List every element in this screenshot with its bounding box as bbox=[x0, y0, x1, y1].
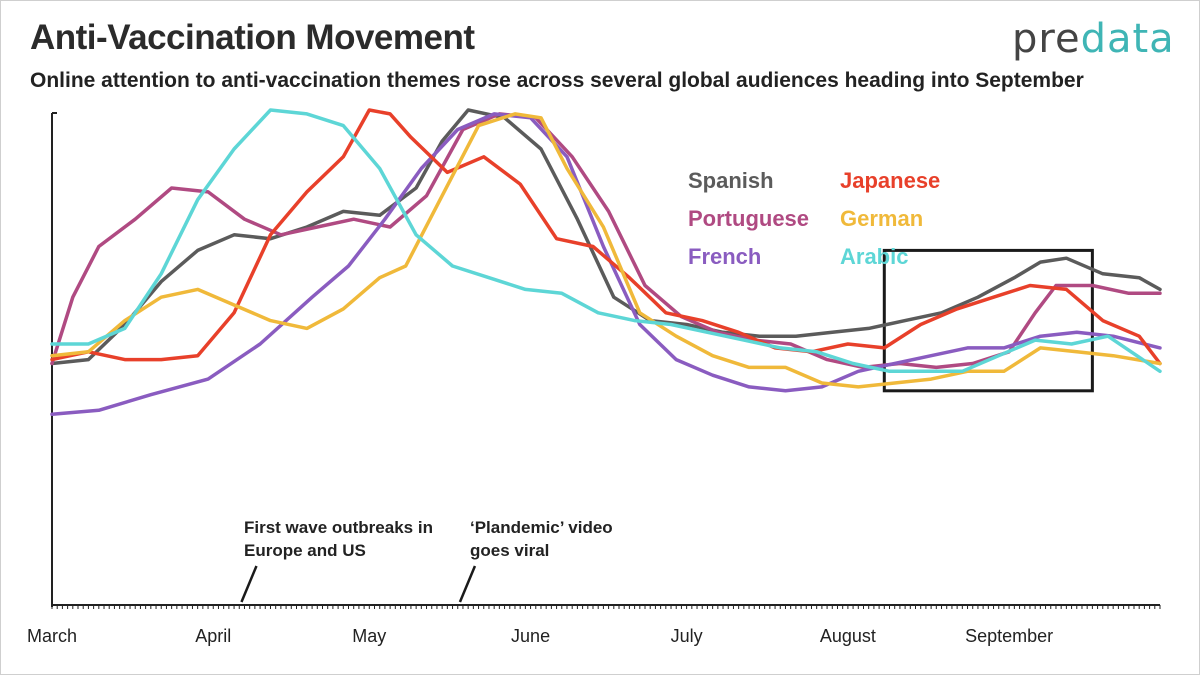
series-line-french bbox=[50, 112, 1162, 416]
legend-entry-arabic: Arabic bbox=[840, 244, 908, 269]
x-tick-label: June bbox=[511, 626, 550, 646]
annotation-text: goes viral bbox=[470, 541, 549, 560]
annotation-pointer bbox=[458, 565, 477, 603]
legend-entry-german: German bbox=[840, 206, 923, 231]
legend-entry-french: French bbox=[688, 244, 761, 269]
series-line-japanese bbox=[50, 108, 1162, 366]
annotation-text: First wave outbreaks in bbox=[244, 518, 433, 537]
page-subtitle: Online attention to anti-vaccination the… bbox=[30, 69, 1084, 92]
highlight-box bbox=[882, 248, 1094, 393]
series-line-arabic bbox=[50, 108, 1162, 374]
logo-pre-part: pre bbox=[1012, 16, 1081, 62]
logo-data-part: data bbox=[1080, 16, 1175, 62]
series-line-spanish bbox=[50, 108, 1162, 366]
page-title: Anti-Vaccination Movement bbox=[30, 18, 475, 57]
x-tick-label: May bbox=[352, 626, 386, 646]
x-tick-label: April bbox=[195, 626, 231, 646]
legend-entry-japanese: Japanese bbox=[840, 168, 940, 193]
annotation-text: Europe and US bbox=[244, 541, 366, 560]
annotation-text: ‘Plandemic’ video bbox=[470, 518, 613, 537]
x-tick-label: July bbox=[671, 626, 703, 646]
legend-entry-portuguese: Portuguese bbox=[688, 206, 809, 231]
x-tick-label: September bbox=[965, 626, 1053, 646]
x-tick-label: March bbox=[27, 626, 77, 646]
x-tick-label: August bbox=[820, 626, 876, 646]
annotation-pointer bbox=[240, 565, 258, 603]
legend-entry-spanish: Spanish bbox=[688, 168, 774, 193]
predata-logo: predata bbox=[1012, 16, 1175, 62]
